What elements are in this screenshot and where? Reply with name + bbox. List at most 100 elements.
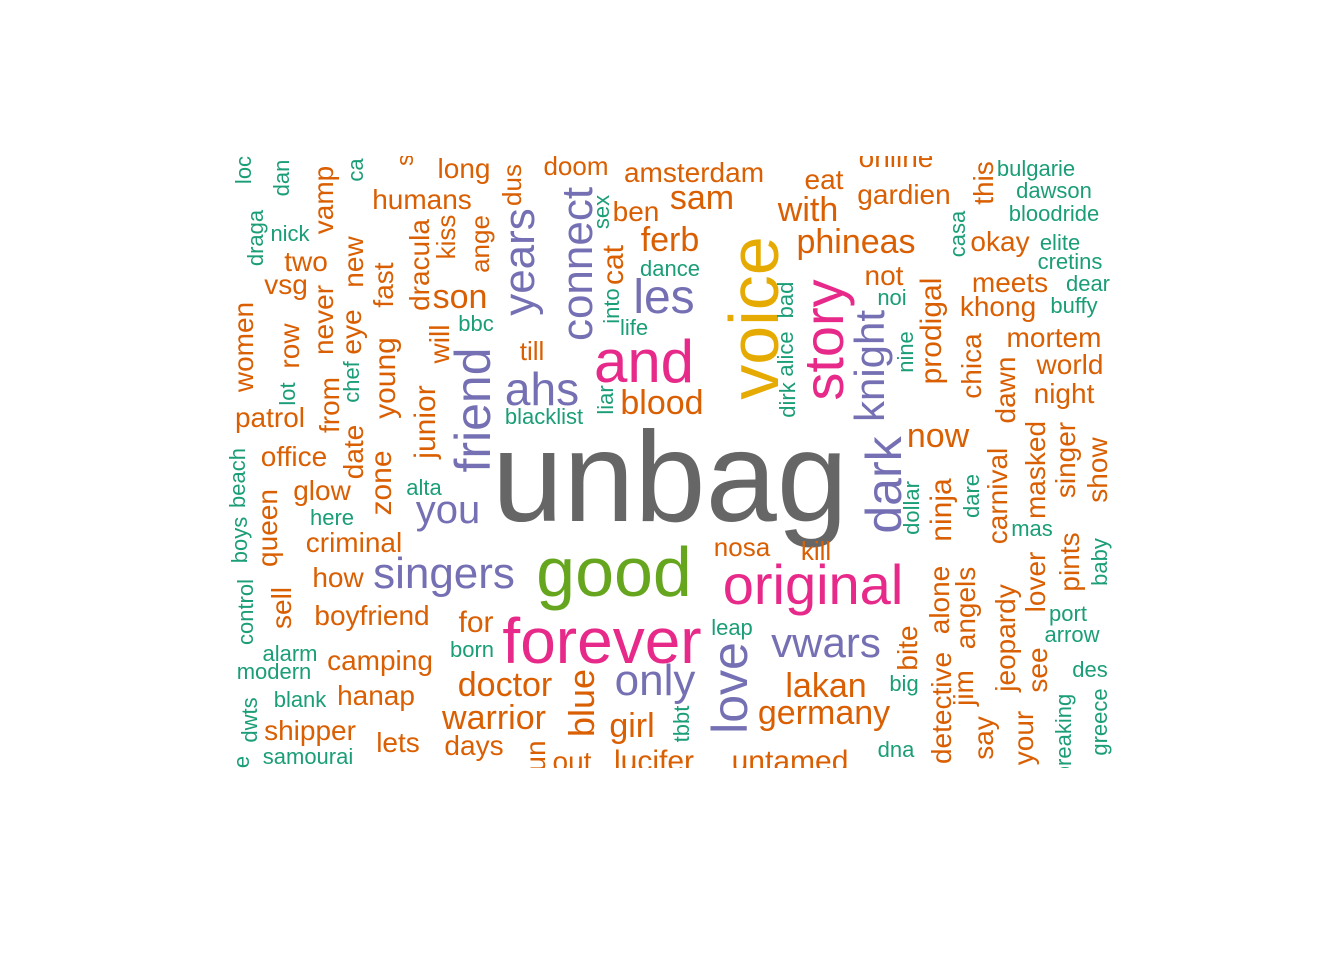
word-alta: alta bbox=[406, 475, 442, 500]
word-untamed: untamed bbox=[731, 745, 849, 769]
word-gardien: gardien bbox=[857, 179, 951, 210]
word-your: your bbox=[1008, 710, 1039, 766]
word-for: for bbox=[458, 606, 494, 639]
word-unbag: unbag bbox=[492, 406, 848, 549]
word-boys: boys bbox=[228, 516, 252, 564]
word-singer: singer bbox=[1050, 421, 1081, 499]
word-into: into bbox=[599, 288, 624, 324]
word-women: women bbox=[228, 301, 259, 393]
word-modern: modern bbox=[236, 659, 312, 684]
word-patrol: patrol bbox=[234, 402, 306, 433]
word-blood: blood bbox=[620, 384, 704, 422]
word-girl: girl bbox=[609, 707, 655, 745]
word-long: long bbox=[437, 156, 491, 184]
word-cloud: unbag good voice forever and original story dar… bbox=[228, 156, 1120, 768]
word-out: out bbox=[552, 746, 592, 769]
word-liar: liar bbox=[593, 385, 618, 415]
word-original: original bbox=[722, 553, 904, 616]
word-shipper: shipper bbox=[264, 715, 356, 746]
word-amsterdam: amsterdam bbox=[623, 157, 765, 188]
word-eat: eat bbox=[804, 164, 844, 195]
word-lets: lets bbox=[376, 727, 420, 758]
word-dance: dance bbox=[640, 256, 700, 281]
word-dracula: dracula bbox=[404, 219, 435, 311]
word-how: how bbox=[312, 562, 364, 593]
word-love: love bbox=[702, 642, 758, 734]
word-born: born bbox=[449, 637, 495, 662]
word-draga: draga bbox=[243, 209, 268, 267]
word-ben: ben bbox=[612, 196, 660, 227]
word-sam: sam bbox=[669, 179, 735, 217]
word-breaking: breaking bbox=[1051, 693, 1076, 768]
word-nine: nine bbox=[893, 331, 918, 373]
word-beach: beach bbox=[228, 448, 250, 508]
word-dna: dna bbox=[877, 737, 915, 762]
word-zone: zone bbox=[365, 450, 398, 516]
word-warrior: warrior bbox=[442, 699, 546, 737]
word-doom: doom bbox=[543, 156, 609, 181]
word-singers: singers bbox=[373, 549, 515, 598]
word-lakan: lakan bbox=[785, 667, 867, 705]
word-see: see bbox=[1022, 647, 1053, 693]
word-cretins: cretins bbox=[1037, 249, 1103, 274]
word-show: show bbox=[1082, 437, 1113, 503]
word-kill: kill bbox=[800, 536, 832, 566]
word-years: years bbox=[495, 208, 544, 316]
word-bulgarie: bulgarie bbox=[996, 156, 1076, 181]
word-cat: cat bbox=[597, 244, 630, 286]
word-two: two bbox=[284, 246, 328, 277]
word-carnival: carnival bbox=[982, 447, 1013, 545]
word-dwts: dwts bbox=[237, 697, 262, 743]
word-dear: dear bbox=[1065, 271, 1111, 296]
word-chef: chef bbox=[339, 361, 364, 403]
word-life: life bbox=[619, 315, 649, 340]
word-nick: nick bbox=[270, 221, 310, 246]
word-kiss: kiss bbox=[431, 214, 461, 260]
word-ange: ange bbox=[465, 215, 495, 273]
word-office: office bbox=[260, 441, 328, 472]
word-dollar: dollar bbox=[899, 481, 924, 535]
word-with: with bbox=[777, 191, 839, 229]
word-dawn: dawn bbox=[990, 356, 1021, 424]
word-doctor: doctor bbox=[457, 666, 553, 704]
word-here: here bbox=[309, 505, 355, 530]
word-days: days bbox=[444, 730, 504, 761]
word-prodigal: prodigal bbox=[915, 277, 948, 385]
word-camping: camping bbox=[327, 645, 433, 676]
word-vamp: vamp bbox=[308, 165, 339, 235]
word-meets: meets bbox=[971, 267, 1049, 298]
word-samourai: samourai bbox=[262, 744, 354, 768]
word-okay: okay bbox=[970, 226, 1030, 257]
word-sell: sell bbox=[266, 586, 297, 630]
word-never: never bbox=[308, 284, 339, 356]
word-dare: dare bbox=[959, 473, 984, 519]
word-mas: mas bbox=[1011, 516, 1053, 541]
word-blacklist: blacklist bbox=[504, 404, 584, 429]
word-un: un bbox=[520, 740, 551, 768]
word-loc: loc bbox=[231, 156, 256, 185]
word-noi: noi bbox=[877, 285, 907, 310]
word-friend: friend bbox=[445, 347, 501, 473]
word-world: world bbox=[1036, 349, 1104, 380]
word-alice: alice bbox=[773, 331, 798, 377]
word-ahs: ahs bbox=[504, 363, 580, 415]
word-ninja: ninja bbox=[925, 478, 958, 542]
word-you: you bbox=[415, 488, 481, 532]
word-eye: eye bbox=[336, 309, 367, 355]
word-not: not bbox=[864, 260, 904, 291]
word-alone: alone bbox=[924, 565, 955, 635]
word-bite: bite bbox=[892, 625, 923, 671]
word-big: big bbox=[889, 671, 919, 696]
word-son: son bbox=[432, 278, 488, 316]
word-jeopardy: jeopardy bbox=[990, 584, 1021, 692]
word-lover: lover bbox=[1020, 551, 1051, 613]
word-les: les bbox=[633, 271, 695, 324]
word-masked: masked bbox=[1020, 420, 1051, 520]
word-germany: germany bbox=[757, 694, 891, 732]
word-mortem: mortem bbox=[1006, 322, 1102, 353]
word-good: good bbox=[536, 533, 692, 611]
word-online: online bbox=[858, 156, 934, 173]
word-young: young bbox=[369, 337, 402, 419]
word-lot: lot bbox=[275, 382, 300, 406]
